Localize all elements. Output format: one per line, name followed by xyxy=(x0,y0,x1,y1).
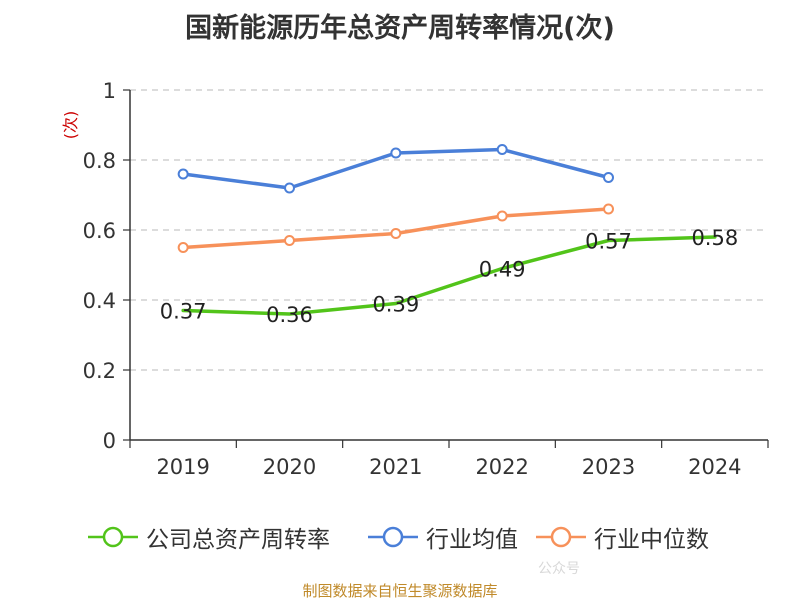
legend-symbol-icon xyxy=(368,526,418,548)
data-point xyxy=(390,228,402,239)
data-point xyxy=(603,203,614,215)
legend-symbol-icon xyxy=(88,526,138,548)
y-tick-label: 0.8 xyxy=(83,149,116,173)
legend-item[interactable]: 公司总资产周转率 xyxy=(88,520,330,554)
series-line xyxy=(181,235,717,316)
data-point xyxy=(496,144,508,155)
data-label: 0.57 xyxy=(585,230,632,254)
legend-label: 行业均值 xyxy=(426,527,518,553)
axes: 0 0.2 0.4 0.6 0.8 1 2019 2020 2021 2022 2023 2024 (次… xyxy=(61,79,769,479)
legend: 公司总资产周转率 行业均值 行业中位数 xyxy=(0,520,800,554)
data-point xyxy=(177,242,189,253)
y-axis-label: (次) xyxy=(61,111,80,140)
y-tick-label: 0 xyxy=(103,429,116,453)
legend-item[interactable]: 行业均值 xyxy=(368,520,518,554)
data-point xyxy=(177,168,189,180)
x-tick-label: 2020 xyxy=(263,455,316,479)
x-tick-label: 2022 xyxy=(475,455,528,479)
x-tick-label: 2021 xyxy=(369,455,422,479)
legend-item[interactable]: 行业中位数 xyxy=(536,520,709,554)
data-label: 0.58 xyxy=(691,226,738,250)
data-label: 0.49 xyxy=(479,258,526,282)
series-lines xyxy=(177,144,717,316)
source-note: 制图数据来自恒生聚源数据库 xyxy=(302,582,498,600)
data-label: 0.36 xyxy=(266,303,313,327)
y-tick-label: 0.6 xyxy=(83,219,116,243)
y-tick-label: 1 xyxy=(103,79,116,103)
data-label: 0.37 xyxy=(160,300,207,324)
x-tick-label: 2023 xyxy=(582,455,635,479)
legend-label: 公司总资产周转率 xyxy=(146,527,330,553)
y-tick-label: 0.4 xyxy=(83,289,116,313)
data-point xyxy=(390,147,402,159)
data-point xyxy=(284,182,295,194)
chart-title: 国新能源历年总资产周转率情况(次) xyxy=(185,13,615,44)
legend-symbol-icon xyxy=(536,526,586,548)
x-tick-label: 2019 xyxy=(156,455,209,479)
data-point xyxy=(496,210,508,222)
y-tick-label: 0.2 xyxy=(83,359,116,383)
data-point xyxy=(284,235,295,246)
grid-lines xyxy=(130,89,768,371)
legend-label: 行业中位数 xyxy=(594,527,709,553)
x-tick-label: 2024 xyxy=(688,455,741,479)
data-labels: 0.37 0.36 0.39 0.49 0.57 0.58 xyxy=(160,226,738,327)
data-label: 0.39 xyxy=(372,293,419,317)
data-point xyxy=(603,172,614,183)
watermark: 公众号 xyxy=(538,561,580,577)
